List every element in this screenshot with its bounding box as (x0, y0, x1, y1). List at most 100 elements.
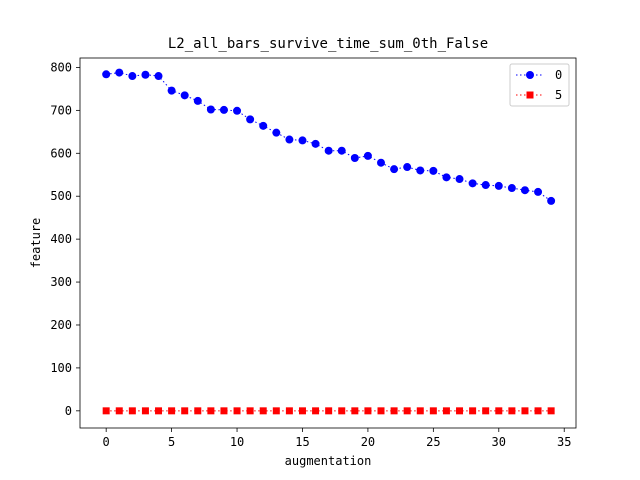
legend-label-5: 5 (555, 88, 562, 102)
y-tick-label: 400 (50, 232, 72, 246)
data-point-5 (338, 407, 346, 415)
x-tick-label: 10 (230, 435, 244, 449)
data-point-5 (259, 407, 267, 415)
data-point-0 (233, 106, 242, 115)
y-tick-label: 100 (50, 361, 72, 375)
data-point-0 (350, 154, 359, 163)
data-point-5 (521, 407, 529, 415)
data-point-5 (181, 407, 189, 415)
data-point-0 (481, 181, 490, 190)
data-point-5 (364, 407, 372, 415)
data-point-5 (115, 407, 123, 415)
data-point-5 (351, 407, 359, 415)
y-tick-label: 600 (50, 146, 72, 160)
data-point-0 (285, 135, 294, 144)
data-point-5 (194, 407, 202, 415)
plot-area (80, 58, 576, 428)
data-point-0 (390, 165, 399, 174)
x-tick-label: 20 (361, 435, 375, 449)
data-point-5 (298, 407, 306, 415)
data-point-5 (403, 407, 411, 415)
y-axis-label: feature (29, 218, 43, 269)
data-point-0 (141, 70, 150, 79)
data-point-0 (102, 70, 111, 79)
data-point-5 (377, 407, 385, 415)
y-tick-label: 300 (50, 275, 72, 289)
data-point-5 (272, 407, 280, 415)
x-tick-label: 25 (426, 435, 440, 449)
legend: 05 (509, 63, 570, 107)
data-point-5 (547, 407, 555, 415)
x-tick-label: 35 (557, 435, 571, 449)
data-point-0 (180, 91, 189, 100)
data-point-0 (403, 163, 412, 172)
data-point-0 (259, 121, 268, 130)
data-point-5 (482, 407, 490, 415)
data-point-5 (155, 407, 163, 415)
y-tick-label: 500 (50, 189, 72, 203)
data-point-0 (219, 105, 228, 114)
data-point-0 (154, 72, 163, 81)
data-point-0 (507, 184, 516, 193)
data-point-0 (298, 136, 307, 145)
data-point-5 (508, 407, 516, 415)
data-point-0 (416, 166, 425, 175)
data-point-5 (456, 407, 464, 415)
data-point-0 (246, 115, 255, 124)
data-point-0 (468, 179, 477, 188)
data-point-0 (520, 186, 529, 195)
x-tick-label: 15 (295, 435, 309, 449)
data-point-0 (442, 173, 451, 182)
data-point-0 (534, 187, 543, 196)
data-point-0 (193, 96, 202, 105)
data-point-5 (285, 407, 293, 415)
data-point-5 (168, 407, 176, 415)
y-axis: 0 100 200 300 400 500 600 700 800 (50, 60, 80, 418)
data-point-5 (220, 407, 228, 415)
legend-label-0: 0 (555, 68, 562, 82)
data-point-5 (469, 407, 477, 415)
data-point-0 (547, 196, 556, 205)
data-point-5 (390, 407, 398, 415)
data-point-0 (167, 86, 176, 95)
x-tick-label: 30 (492, 435, 506, 449)
data-point-0 (206, 105, 215, 114)
plot-frame (79, 57, 577, 429)
series-line-0 (106, 72, 552, 202)
data-point-5 (141, 407, 149, 415)
data-point-0 (272, 128, 281, 137)
data-point-0 (337, 146, 346, 155)
data-point-5 (246, 407, 254, 415)
data-point-5 (495, 407, 503, 415)
data-point-0 (115, 68, 124, 77)
x-axis-label: augmentation (285, 454, 372, 468)
legend-marker-5 (526, 91, 534, 99)
data-point-0 (324, 146, 333, 155)
data-point-5 (207, 407, 215, 415)
y-tick-label: 200 (50, 318, 72, 332)
data-point-5 (442, 407, 450, 415)
data-point-0 (429, 166, 438, 175)
data-point-5 (128, 407, 136, 415)
data-point-5 (102, 407, 110, 415)
chart-title: L2_all_bars_survive_time_sum_0th_False (168, 36, 488, 52)
data-point-5 (429, 407, 437, 415)
y-tick-label: 0 (65, 404, 72, 418)
x-tick-label: 0 (103, 435, 110, 449)
legend-marker-0 (526, 71, 534, 79)
data-point-0 (494, 181, 503, 190)
data-point-0 (363, 151, 372, 160)
data-point-5 (312, 407, 320, 415)
series-layer (102, 68, 556, 415)
x-tick-label: 5 (168, 435, 175, 449)
data-point-0 (377, 158, 386, 167)
data-point-0 (128, 72, 137, 81)
data-point-5 (534, 407, 542, 415)
data-point-5 (233, 407, 241, 415)
data-point-0 (455, 175, 464, 184)
data-point-0 (311, 139, 320, 148)
x-axis: 0 5 10 15 20 25 30 35 (103, 428, 571, 449)
data-point-5 (325, 407, 333, 415)
y-tick-label: 800 (50, 60, 72, 74)
